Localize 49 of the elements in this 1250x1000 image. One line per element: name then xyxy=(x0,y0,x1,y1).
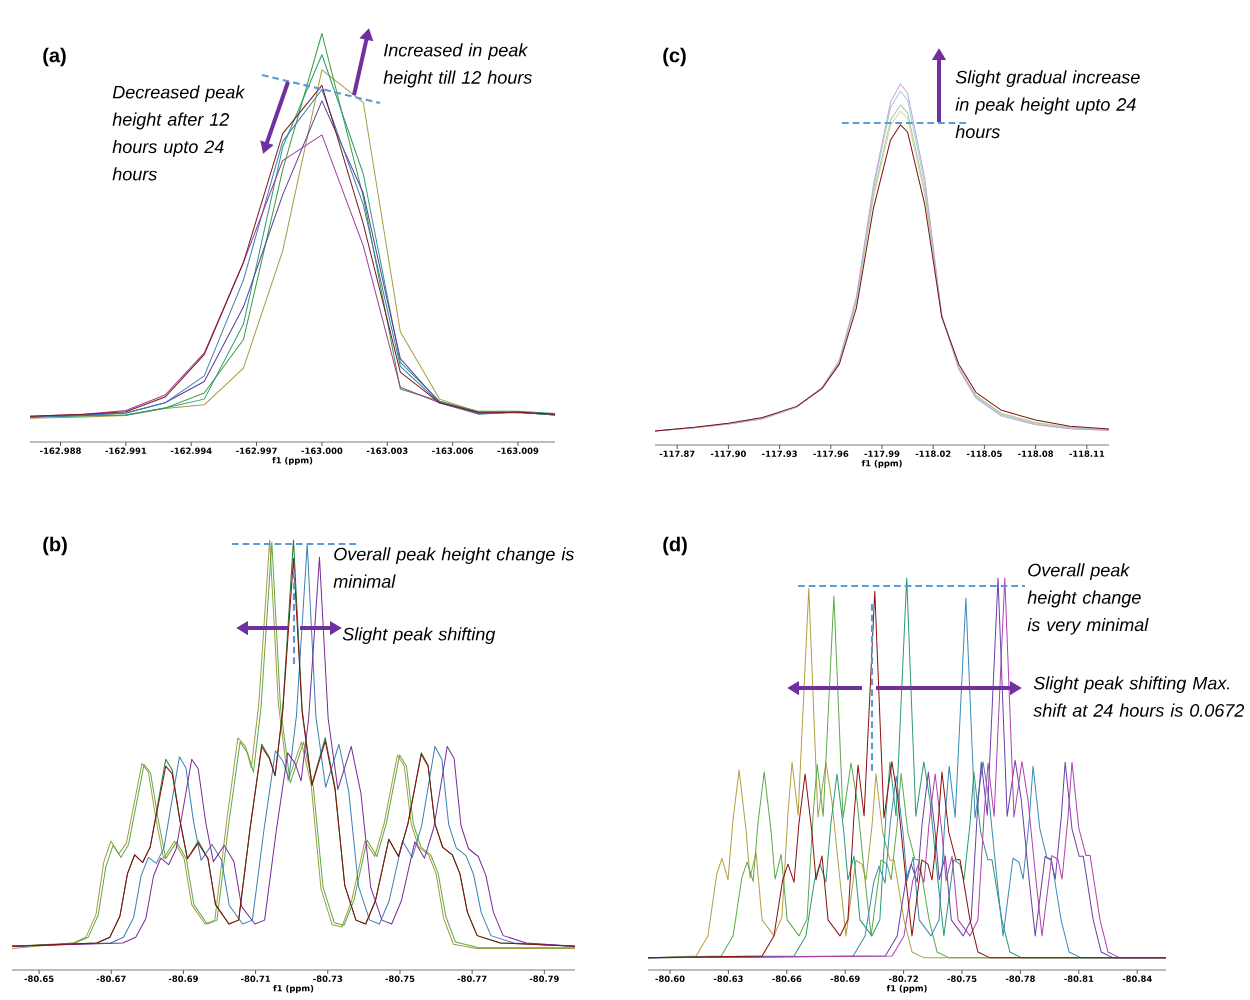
x-tick-label: -117.87 xyxy=(659,450,695,457)
x-tick-label: -80.77 xyxy=(457,975,487,982)
annotation: Slight peak shifting Max. shift at 24 hours is 0.0672 xyxy=(1033,676,1245,717)
x-axis-title: f1 (ppm) xyxy=(272,456,313,466)
x-tick-label: -80.84 xyxy=(1122,975,1152,982)
x-tick-label: -80.73 xyxy=(313,975,343,982)
x-tick-label: -118.11 xyxy=(1069,450,1105,457)
x-axis-title: f1 (ppm) xyxy=(273,984,314,994)
annotation: Overall peak height change is very minimal xyxy=(1027,563,1149,635)
annotation: Decreased peak height after 12 hours upto 24 hours xyxy=(112,85,246,181)
x-tick-label: -118.02 xyxy=(915,450,951,457)
x-tick-label: -117.99 xyxy=(864,450,900,457)
x-tick-label: -80.69 xyxy=(830,975,860,982)
x-tick-label: -80.75 xyxy=(947,975,977,982)
x-tick-label: -162.991 xyxy=(105,447,147,454)
x-tick-label: -80.65 xyxy=(24,975,54,982)
chart-title: (d) xyxy=(663,536,687,556)
x-tick-label: -117.90 xyxy=(710,450,746,457)
text: (a) xyxy=(43,47,66,67)
x-axis-title: f1 (ppm) xyxy=(861,459,902,469)
x-tick-label: -163.009 xyxy=(497,447,539,454)
x-tick-label: -117.96 xyxy=(813,450,849,457)
x-tick-label: -80.72 xyxy=(889,975,918,982)
x-tick-label: -118.05 xyxy=(966,450,1002,457)
x-tick-label: -80.60 xyxy=(655,975,685,982)
x-tick-label: -80.69 xyxy=(168,975,198,982)
x-tick-label: -163.003 xyxy=(366,447,408,454)
annotation: Overall peak height change is minimal xyxy=(333,547,574,588)
x-tick-label: -80.67 xyxy=(96,975,126,982)
x-tick-label: -80.63 xyxy=(713,975,743,982)
annotation: Slight gradual increase in peak height upto 24 hours xyxy=(955,70,1140,139)
annotation: Slight peak shifting xyxy=(342,627,496,645)
x-tick-label: -80.66 xyxy=(772,975,802,982)
x-axis-title: f1 (ppm) xyxy=(886,984,927,994)
x-tick-label: -163.000 xyxy=(301,447,343,454)
chart-title: (c) xyxy=(663,47,686,67)
x-tick-label: -117.93 xyxy=(762,450,797,457)
x-tick-label: -162.997 xyxy=(236,447,277,454)
x-tick-label: -80.78 xyxy=(1005,975,1035,982)
x-tick-label: -80.81 xyxy=(1064,975,1094,982)
x-tick-label: -162.994 xyxy=(170,447,212,454)
x-tick-label: -162.988 xyxy=(40,447,81,454)
x-tick-label: -163.006 xyxy=(432,447,474,454)
chart-title: (b) xyxy=(43,536,67,556)
x-tick-label: -80.79 xyxy=(529,975,559,982)
x-tick-label: -118.08 xyxy=(1018,450,1054,457)
x-tick-label: -80.75 xyxy=(385,975,415,982)
x-tick-label: -80.71 xyxy=(241,975,271,982)
annotation: Increased in peak height till 12 hours xyxy=(383,43,532,88)
